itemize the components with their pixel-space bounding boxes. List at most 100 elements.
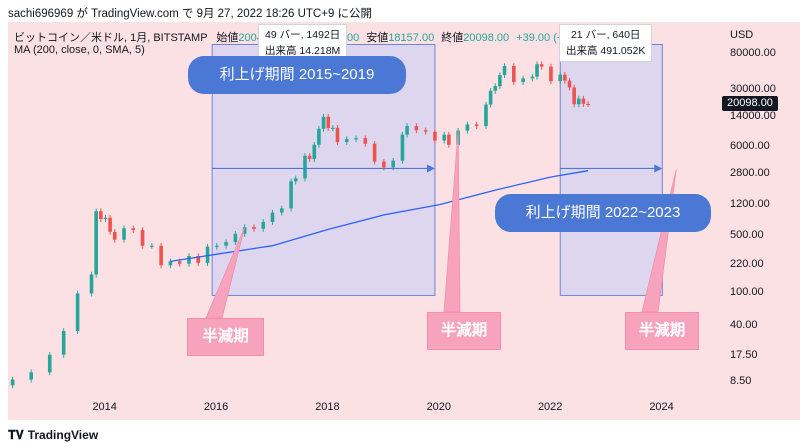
price-tick-label: 14000.00 [730, 109, 776, 122]
measure-readout-right: 21 バー, 640日 出来高 491.052K [559, 24, 653, 62]
symbol-label: ビットコイン／米ドル, 1月, BITSTAMP [14, 32, 208, 44]
candle-body [321, 116, 326, 129]
candle-body [447, 134, 451, 145]
candle-body [405, 126, 409, 135]
halving-text: 半減期 [202, 328, 249, 345]
candle-body [187, 255, 191, 264]
candle-body [539, 64, 544, 67]
close-label: 終値 [441, 32, 464, 44]
publish-header: sachi696969 が TradingView.com で 9月 27, 2… [0, 0, 800, 22]
candle-body [168, 261, 173, 266]
candle-body [205, 246, 210, 263]
candle-body [581, 98, 586, 104]
candle-body [150, 245, 154, 247]
candle-body [233, 233, 238, 243]
candle-body [75, 293, 80, 331]
candle-body [307, 155, 312, 159]
currency-label: USD [730, 29, 754, 41]
tradingview-logo[interactable]: 𝐓𝐕 TradingView [8, 428, 98, 443]
price-axis[interactable] [718, 22, 800, 394]
candle-body [558, 74, 563, 82]
candle-body [270, 212, 275, 222]
candle-body [261, 221, 266, 229]
time-tick-label: 2020 [426, 401, 452, 413]
candle-body [61, 330, 66, 355]
measure-readout-left: 49 バー, 1492日 出来高 14.218M [258, 24, 348, 62]
candle-body [242, 227, 247, 234]
candle-body [465, 124, 470, 131]
candle-body [391, 160, 395, 168]
candle-body [433, 131, 437, 141]
rate-hike-callout-2022[interactable]: 利上げ期間 2022~2023 [495, 194, 711, 232]
period-arrow-head [654, 164, 663, 173]
candle-body [312, 144, 317, 159]
halving-label-2024[interactable]: 半減期 [625, 312, 699, 350]
candle-body [140, 229, 145, 246]
candle-body [530, 76, 535, 79]
halving-label-2020[interactable]: 半減期 [427, 312, 501, 350]
candle-body [252, 227, 256, 229]
candle-body [215, 245, 219, 247]
candle-body [549, 66, 553, 82]
callout-text: 利上げ期間 2015~2019 [219, 66, 375, 83]
low-value: 18157.00 [388, 32, 435, 44]
measure-bars-days: 49 バー, 1492日 [265, 29, 341, 41]
price-tick-label: 30000.00 [730, 82, 776, 95]
tradingview-logo-icon: 𝐓𝐕 [8, 428, 24, 442]
time-tick-label: 2018 [315, 401, 340, 413]
current-price-tag: 20098.00 [722, 96, 778, 111]
candle-body [103, 217, 108, 220]
period-arrow-head [426, 164, 435, 173]
candle-body [586, 103, 590, 106]
candle-body [502, 65, 507, 76]
rate-hike-period-box [559, 43, 663, 296]
candle-body [572, 87, 576, 105]
price-tick-label: 220.00 [730, 258, 764, 271]
ma-legend[interactable]: MA (200, close, 0, SMA, 5) [14, 44, 145, 56]
candle-body [177, 261, 182, 264]
candle-body [289, 181, 293, 209]
candle-body [224, 242, 228, 246]
candle-body [372, 143, 377, 162]
halving-label-2016[interactable]: 半減期 [187, 318, 264, 356]
candle-body [567, 80, 572, 88]
candle-body [317, 128, 321, 145]
rate-hike-callout-2015[interactable]: 利上げ期間 2015~2019 [188, 56, 406, 94]
footer-bar: 𝐓𝐕 TradingView [0, 420, 800, 448]
candle-body [196, 255, 201, 263]
measure-bars-days: 21 バー, 640日 [570, 29, 641, 41]
price-tick-label: 8.50 [730, 374, 752, 387]
price-tick-label: 17.50 [730, 348, 758, 361]
axis-corner [718, 394, 800, 420]
halving-pointer [443, 130, 461, 313]
low-label: 安値 [366, 32, 389, 44]
halving-text: 半減期 [440, 322, 488, 339]
candle-body [293, 178, 298, 182]
candle-body [423, 130, 428, 132]
candle-body [112, 231, 117, 240]
candle-body [576, 98, 581, 105]
time-axis[interactable] [8, 394, 718, 420]
measure-volume: 出来高 491.052K [566, 45, 646, 57]
callout-text: 利上げ期間 2022~2023 [525, 204, 681, 221]
candle-body [442, 134, 447, 141]
candle-body [414, 126, 419, 131]
halving-text: 半減期 [638, 322, 686, 339]
candle-body [400, 134, 405, 161]
candle-body [29, 372, 34, 380]
candle-body [363, 138, 368, 144]
candle-body [488, 90, 493, 105]
candle-body [521, 78, 525, 83]
price-tick-label: 2800.00 [730, 167, 770, 180]
candle-body [303, 155, 307, 179]
candle-body [382, 161, 386, 168]
time-tick-label: 2022 [537, 401, 563, 413]
candle-body [131, 228, 136, 230]
price-tick-label: 6000.00 [730, 140, 770, 153]
close-value: 20098.00 [463, 32, 510, 44]
price-tick-label: 100.00 [730, 286, 764, 299]
time-tick-label: 2016 [203, 401, 229, 413]
price-tick-label: 1200.00 [730, 197, 770, 210]
price-tick-label: 80000.00 [730, 47, 776, 60]
price-tick-label: 500.00 [730, 228, 764, 241]
